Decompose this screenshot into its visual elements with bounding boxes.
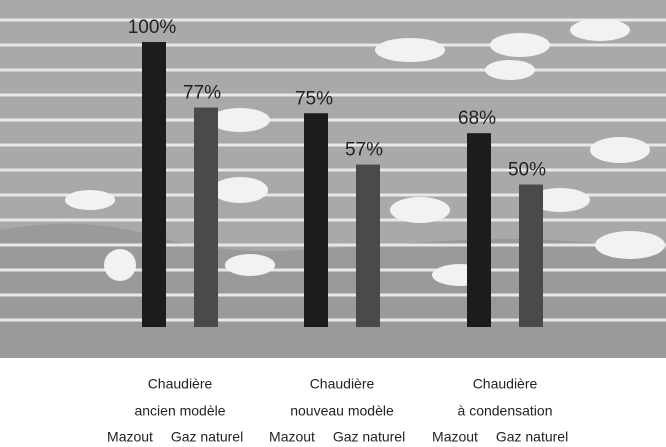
series-label: Gaz naturel [171,429,243,445]
bar [467,133,491,327]
series-label: Mazout [107,429,153,445]
series-label: Mazout [432,429,478,445]
category-label: Chaudière [148,376,213,392]
bar [142,42,166,327]
value-label: 68% [458,108,496,129]
value-label: 57% [345,140,383,161]
category-label: Chaudière [310,376,375,392]
background-map [0,0,666,358]
value-label: 77% [183,83,221,104]
category-label: Chaudière [473,376,538,392]
value-label: 75% [295,88,333,109]
value-label: 100% [128,17,177,38]
bar [304,113,328,327]
bar [356,164,380,327]
bar [194,107,218,327]
category-label: à condensation [458,403,553,419]
series-label: Gaz naturel [496,429,568,445]
bar [519,184,543,327]
series-label: Gaz naturel [333,429,405,445]
value-label: 50% [508,160,546,181]
category-label: nouveau modèle [290,403,394,419]
series-label: Mazout [269,429,315,445]
category-label: ancien modèle [134,403,225,419]
